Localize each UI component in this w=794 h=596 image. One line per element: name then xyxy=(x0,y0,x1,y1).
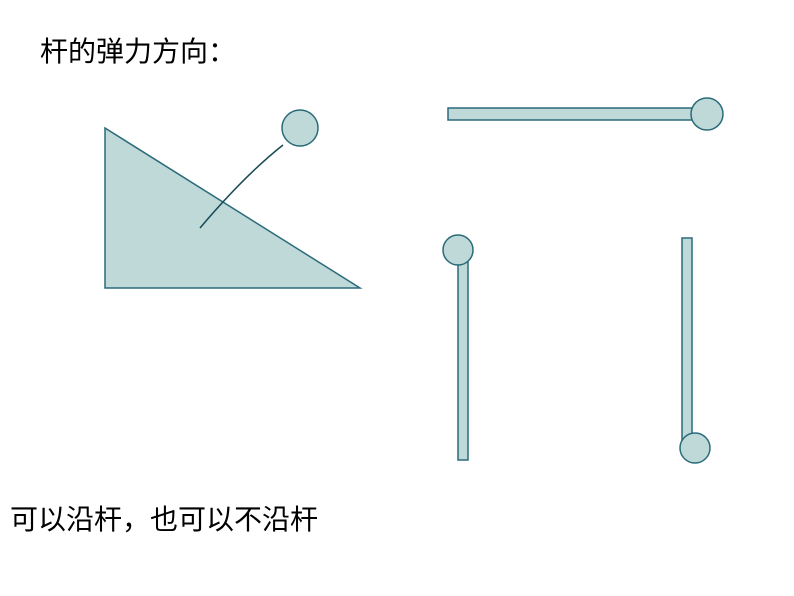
bottom-caption: 可以沿杆，也可以不沿杆 xyxy=(10,498,318,538)
vertical-rod-bottom-ball xyxy=(680,433,710,463)
triangle-ball xyxy=(282,110,318,146)
page-title: 杆的弹力方向： xyxy=(40,30,236,70)
horizontal-rod xyxy=(448,108,698,120)
vertical-rod-top-ball xyxy=(443,235,473,265)
vertical-rod-top xyxy=(458,255,468,460)
horizontal-rod-ball xyxy=(691,98,723,130)
vertical-rod-bottom xyxy=(682,238,692,443)
incline-triangle xyxy=(105,128,360,288)
